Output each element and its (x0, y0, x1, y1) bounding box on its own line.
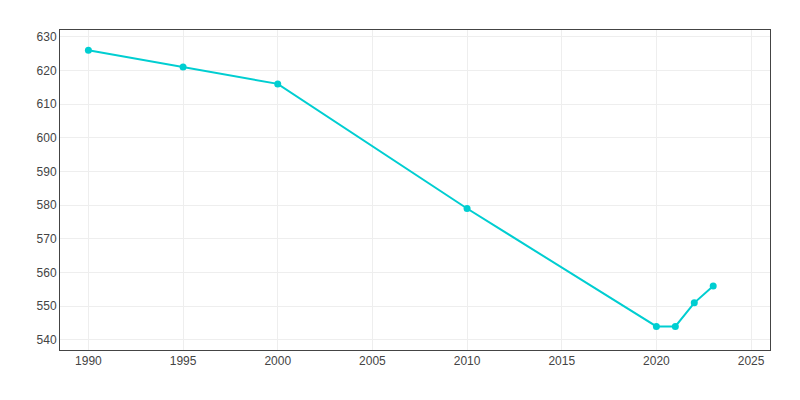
svg-text:560: 560 (37, 266, 57, 280)
svg-text:2000: 2000 (264, 354, 291, 368)
svg-text:1990: 1990 (75, 354, 102, 368)
svg-text:590: 590 (37, 165, 57, 179)
svg-text:540: 540 (37, 333, 57, 347)
svg-text:620: 620 (37, 64, 57, 78)
svg-text:2020: 2020 (643, 354, 670, 368)
svg-text:630: 630 (37, 30, 57, 44)
svg-text:570: 570 (37, 232, 57, 246)
svg-text:600: 600 (37, 131, 57, 145)
svg-text:2015: 2015 (548, 354, 575, 368)
svg-text:2025: 2025 (738, 354, 765, 368)
svg-text:2010: 2010 (454, 354, 481, 368)
svg-text:580: 580 (37, 198, 57, 212)
svg-text:550: 550 (37, 299, 57, 313)
svg-text:610: 610 (37, 97, 57, 111)
svg-text:1995: 1995 (170, 354, 197, 368)
svg-text:2005: 2005 (359, 354, 386, 368)
